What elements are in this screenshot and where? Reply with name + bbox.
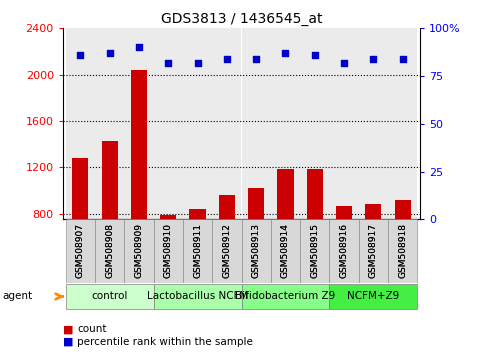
FancyBboxPatch shape	[388, 219, 417, 283]
Point	[223, 56, 231, 62]
Text: GSM508917: GSM508917	[369, 223, 378, 278]
Bar	[101, 141, 118, 306]
FancyBboxPatch shape	[212, 219, 242, 283]
FancyBboxPatch shape	[300, 219, 329, 283]
Bar	[359, 28, 388, 219]
FancyBboxPatch shape	[66, 219, 95, 283]
Point	[340, 60, 348, 65]
Bar	[72, 158, 88, 306]
Bar	[329, 28, 359, 219]
Bar	[395, 200, 411, 306]
Bar	[66, 28, 95, 219]
Text: GSM508909: GSM508909	[134, 223, 143, 278]
Bar	[212, 28, 242, 219]
Bar	[242, 28, 271, 219]
Bar	[307, 169, 323, 306]
Bar	[183, 28, 212, 219]
Bar	[131, 70, 147, 306]
Text: Bifidobacterium Z9: Bifidobacterium Z9	[235, 291, 336, 302]
Text: GSM508913: GSM508913	[252, 223, 261, 278]
FancyBboxPatch shape	[329, 284, 417, 309]
Bar	[365, 204, 382, 306]
Text: GSM508909: GSM508909	[134, 223, 143, 278]
Bar	[160, 215, 176, 306]
Text: GSM508918: GSM508918	[398, 223, 407, 278]
Point	[399, 56, 407, 62]
FancyBboxPatch shape	[124, 219, 154, 283]
Point	[194, 60, 201, 65]
Bar	[154, 28, 183, 219]
Text: NCFM+Z9: NCFM+Z9	[347, 291, 399, 302]
Text: GSM508907: GSM508907	[76, 223, 85, 278]
FancyBboxPatch shape	[242, 284, 329, 309]
Text: GSM508910: GSM508910	[164, 223, 173, 278]
Point	[282, 50, 289, 56]
Point	[76, 52, 84, 58]
Bar	[219, 195, 235, 306]
Bar	[124, 28, 154, 219]
Title: GDS3813 / 1436545_at: GDS3813 / 1436545_at	[161, 12, 322, 26]
Bar	[336, 206, 352, 306]
Point	[252, 56, 260, 62]
Bar	[388, 28, 417, 219]
FancyBboxPatch shape	[359, 219, 388, 283]
FancyBboxPatch shape	[271, 219, 300, 283]
FancyBboxPatch shape	[154, 284, 242, 309]
FancyBboxPatch shape	[329, 219, 359, 283]
Text: GSM508908: GSM508908	[105, 223, 114, 278]
Text: GSM508911: GSM508911	[193, 223, 202, 278]
Bar	[271, 28, 300, 219]
Text: GSM508915: GSM508915	[310, 223, 319, 278]
Bar	[248, 188, 264, 306]
Text: agent: agent	[2, 291, 32, 302]
Text: ■: ■	[63, 337, 73, 347]
Text: GSM508914: GSM508914	[281, 223, 290, 278]
Point	[135, 45, 143, 50]
Text: GSM508912: GSM508912	[222, 223, 231, 278]
FancyBboxPatch shape	[154, 219, 183, 283]
Bar	[277, 169, 294, 306]
Point	[164, 60, 172, 65]
Point	[369, 56, 377, 62]
Text: GSM508908: GSM508908	[105, 223, 114, 278]
Text: ■: ■	[63, 324, 73, 334]
Text: GSM508915: GSM508915	[310, 223, 319, 278]
Text: GSM508916: GSM508916	[340, 223, 349, 278]
Bar	[300, 28, 329, 219]
Text: GSM508911: GSM508911	[193, 223, 202, 278]
Text: GSM508907: GSM508907	[76, 223, 85, 278]
Text: GSM508914: GSM508914	[281, 223, 290, 278]
Text: GSM508910: GSM508910	[164, 223, 173, 278]
FancyBboxPatch shape	[242, 219, 271, 283]
Text: control: control	[91, 291, 128, 302]
Text: Lactobacillus NCFM: Lactobacillus NCFM	[147, 291, 248, 302]
FancyBboxPatch shape	[95, 219, 124, 283]
Text: percentile rank within the sample: percentile rank within the sample	[77, 337, 253, 347]
FancyBboxPatch shape	[66, 284, 154, 309]
Bar	[95, 28, 124, 219]
Text: GSM508918: GSM508918	[398, 223, 407, 278]
Text: GSM508917: GSM508917	[369, 223, 378, 278]
Text: GSM508913: GSM508913	[252, 223, 261, 278]
Text: count: count	[77, 324, 107, 334]
Point	[311, 52, 319, 58]
Point	[106, 50, 114, 56]
Text: GSM508912: GSM508912	[222, 223, 231, 278]
Bar	[189, 209, 206, 306]
FancyBboxPatch shape	[183, 219, 212, 283]
Text: GSM508916: GSM508916	[340, 223, 349, 278]
